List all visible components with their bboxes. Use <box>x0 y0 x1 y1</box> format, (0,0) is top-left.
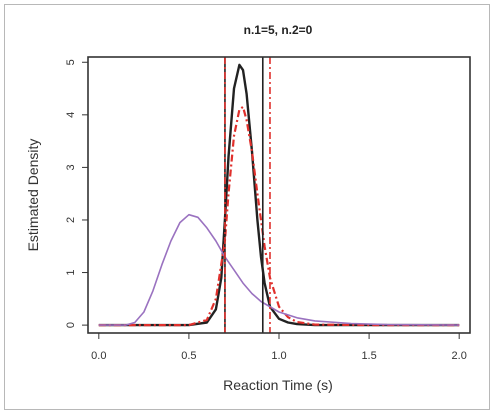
x-tick-label: 2.0 <box>452 350 467 362</box>
y-tick-label: 1 <box>65 269 77 275</box>
density-curve-2 <box>98 105 460 327</box>
x-axis-label: Reaction Time (s) <box>223 377 333 393</box>
y-tick-label: 4 <box>65 112 77 118</box>
plot-area <box>98 57 460 333</box>
chart-title: n.1=5, n.2=0 <box>244 23 313 37</box>
y-axis: 0 1 2 3 4 5 <box>65 59 88 328</box>
density-curve-3 <box>98 213 460 326</box>
y-tick-label: 3 <box>65 164 77 170</box>
x-tick-label: 1.0 <box>271 350 286 362</box>
x-tick-label: 0.0 <box>91 350 106 362</box>
y-tick-label: 0 <box>65 322 77 328</box>
y-tick-label: 2 <box>65 217 77 223</box>
x-tick-label: 1.5 <box>361 350 376 362</box>
y-tick-label: 5 <box>65 59 77 65</box>
chart-frame <box>4 4 490 410</box>
plot-border <box>87 56 471 334</box>
density-curve-1 <box>98 63 460 327</box>
x-axis: 0.0 0.5 1.0 1.5 2.0 <box>91 333 467 362</box>
y-axis-label: Estimated Density <box>25 139 41 252</box>
x-tick-label: 0.5 <box>181 350 196 362</box>
